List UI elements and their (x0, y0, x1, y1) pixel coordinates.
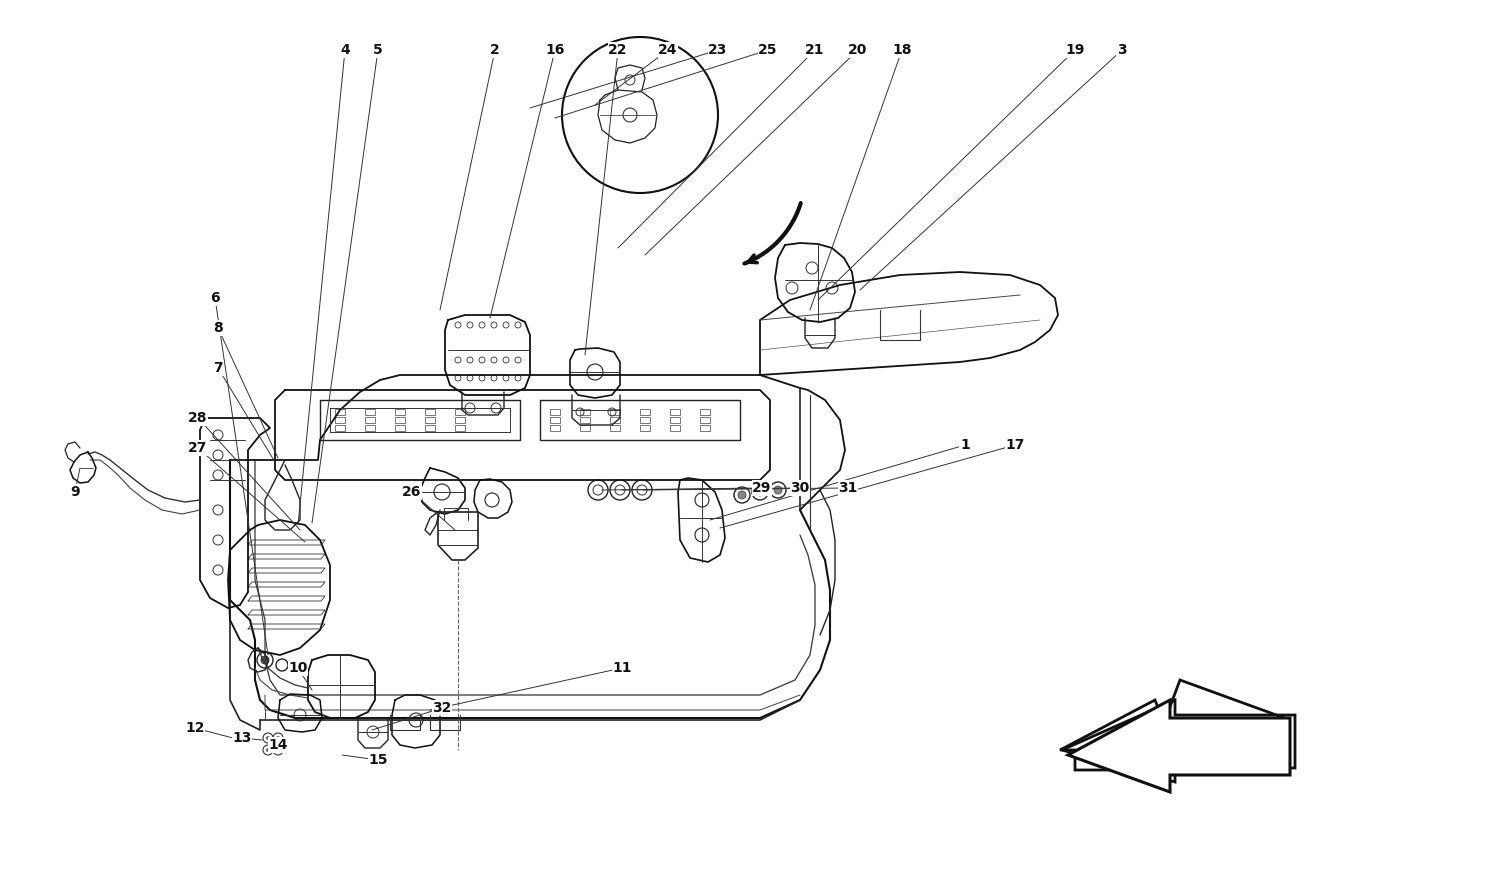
Text: 31: 31 (839, 481, 858, 495)
Text: 18: 18 (892, 43, 912, 57)
Text: 29: 29 (753, 481, 771, 495)
Polygon shape (1068, 700, 1290, 792)
Text: 20: 20 (849, 43, 867, 57)
Text: 19: 19 (1065, 43, 1084, 57)
Text: 6: 6 (210, 291, 220, 305)
Text: 22: 22 (608, 43, 627, 57)
Circle shape (261, 656, 268, 664)
Circle shape (738, 491, 746, 499)
Text: 8: 8 (213, 321, 223, 335)
Circle shape (276, 736, 280, 740)
Text: 27: 27 (189, 441, 207, 455)
Text: 26: 26 (402, 485, 422, 499)
Text: 16: 16 (546, 43, 564, 57)
Text: 12: 12 (186, 721, 206, 735)
Text: 13: 13 (232, 731, 252, 745)
Text: 17: 17 (1005, 438, 1025, 452)
Circle shape (266, 748, 270, 752)
Text: 23: 23 (708, 43, 728, 57)
Text: 11: 11 (612, 661, 632, 675)
Text: 2: 2 (490, 43, 500, 57)
Text: 1: 1 (960, 438, 970, 452)
Text: 15: 15 (369, 753, 387, 767)
Text: 32: 32 (432, 701, 451, 715)
Text: 21: 21 (806, 43, 825, 57)
Text: 24: 24 (658, 43, 678, 57)
Text: 3: 3 (1118, 43, 1126, 57)
Text: 4: 4 (340, 43, 350, 57)
Text: 25: 25 (758, 43, 777, 57)
Circle shape (266, 736, 270, 740)
Text: 5: 5 (374, 43, 382, 57)
Text: 14: 14 (268, 738, 288, 752)
Text: 7: 7 (213, 361, 223, 375)
Circle shape (756, 488, 764, 496)
Text: 28: 28 (189, 411, 209, 425)
Circle shape (774, 486, 782, 494)
Text: 30: 30 (790, 481, 810, 495)
Circle shape (276, 748, 280, 752)
Text: 9: 9 (70, 485, 80, 499)
Text: 10: 10 (288, 661, 308, 675)
